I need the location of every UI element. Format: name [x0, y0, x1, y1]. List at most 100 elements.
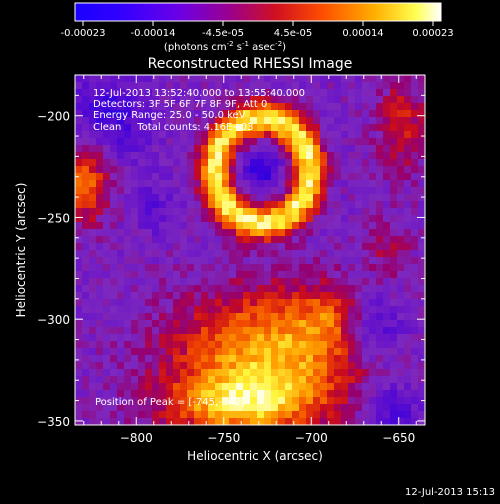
heatmap-pixel [75, 383, 83, 391]
heatmap-pixel [215, 376, 223, 384]
heatmap-pixel [369, 173, 377, 181]
heatmap-pixel [152, 397, 160, 405]
heatmap-pixel [313, 278, 321, 286]
heatmap-pixel [208, 180, 216, 188]
heatmap-pixel [348, 215, 356, 223]
heatmap-pixel [103, 180, 111, 188]
heatmap-pixel [271, 313, 279, 321]
heatmap-pixel [250, 383, 258, 391]
heatmap-pixel [313, 229, 321, 237]
heatmap-pixel [110, 376, 118, 384]
heatmap-pixel [362, 320, 370, 328]
heatmap-pixel [397, 201, 405, 209]
heatmap-pixel [397, 320, 405, 328]
heatmap-pixel [229, 383, 237, 391]
heatmap-pixel [124, 320, 132, 328]
heatmap-pixel [313, 334, 321, 342]
heatmap-pixel [250, 187, 258, 195]
heatmap-pixel [131, 320, 139, 328]
heatmap-pixel [201, 411, 209, 419]
heatmap-pixel [243, 75, 251, 83]
heatmap-pixel [229, 145, 237, 153]
heatmap-pixel [131, 348, 139, 356]
heatmap-pixel [320, 418, 328, 425]
heatmap-pixel [327, 306, 335, 314]
heatmap-pixel [159, 306, 167, 314]
heatmap-pixel [131, 355, 139, 363]
heatmap-pixel [208, 103, 216, 111]
heatmap-pixel [313, 124, 321, 132]
heatmap-pixel [131, 313, 139, 321]
heatmap-pixel [320, 299, 328, 307]
heatmap-pixel [348, 327, 356, 335]
heatmap-pixel [180, 341, 188, 349]
heatmap-pixel [117, 138, 125, 146]
heatmap-pixel [383, 271, 391, 279]
heatmap-pixel [418, 75, 425, 83]
heatmap-pixel [117, 369, 125, 377]
heatmap-pixel [173, 390, 181, 398]
heatmap-pixel [131, 89, 139, 97]
heatmap-pixel [418, 285, 425, 293]
heatmap-pixel [82, 306, 90, 314]
heatmap-pixel [187, 355, 195, 363]
heatmap-pixel [306, 89, 314, 97]
heatmap-pixel [341, 187, 349, 195]
heatmap-pixel [334, 103, 342, 111]
heatmap-pixel [187, 271, 195, 279]
heatmap-pixel [229, 418, 237, 425]
heatmap-pixel [341, 418, 349, 425]
heatmap-pixel [278, 229, 286, 237]
heatmap-pixel [278, 236, 286, 244]
heatmap-pixel [285, 236, 293, 244]
heatmap-pixel [138, 390, 146, 398]
heatmap-pixel [369, 271, 377, 279]
heatmap-pixel [355, 103, 363, 111]
heatmap-pixel [264, 82, 272, 90]
heatmap-pixel [75, 327, 83, 335]
heatmap-pixel [369, 152, 377, 160]
heatmap-pixel [299, 103, 307, 111]
heatmap-pixel [243, 320, 251, 328]
x-tick-label: −750 [207, 431, 240, 445]
heatmap-pixel [173, 341, 181, 349]
heatmap-pixel [194, 383, 202, 391]
heatmap-pixel [320, 271, 328, 279]
heatmap-pixel [355, 117, 363, 125]
heatmap-pixel [96, 348, 104, 356]
heatmap-pixel [264, 194, 272, 202]
heatmap-pixel [187, 376, 195, 384]
heatmap-pixel [222, 278, 230, 286]
heatmap-pixel [257, 383, 265, 391]
colorbar-ticks: -0.00023 -0.00014 -4.5e-05 4.5e-05 0.00014 0.… [61, 21, 454, 39]
heatmap-pixel [341, 411, 349, 419]
heatmap-pixel [89, 369, 97, 377]
heatmap-pixel [89, 250, 97, 258]
heatmap-pixel [159, 271, 167, 279]
heatmap-pixel [369, 411, 377, 419]
heatmap-pixel [264, 236, 272, 244]
heatmap-pixel [348, 124, 356, 132]
heatmap-pixel [404, 145, 412, 153]
heatmap-pixel [334, 341, 342, 349]
heatmap-pixel [89, 292, 97, 300]
heatmap-pixel [194, 117, 202, 125]
heatmap-pixel [362, 75, 370, 83]
heatmap-pixel [341, 117, 349, 125]
heatmap-pixel [362, 152, 370, 160]
heatmap-pixel [145, 243, 153, 251]
heatmap-pixel [404, 236, 412, 244]
heatmap-pixel [110, 355, 118, 363]
heatmap-pixel [152, 236, 160, 244]
heatmap-pixel [355, 82, 363, 90]
heatmap-pixel [152, 362, 160, 370]
heatmap-pixel [355, 285, 363, 293]
heatmap-pixel [411, 418, 419, 425]
heatmap-pixel [215, 194, 223, 202]
heatmap-pixel [229, 208, 237, 216]
heatmap-pixel [208, 376, 216, 384]
heatmap-pixel [194, 271, 202, 279]
heatmap-pixel [75, 348, 83, 356]
heatmap-pixel [278, 292, 286, 300]
heatmap-pixel [348, 313, 356, 321]
